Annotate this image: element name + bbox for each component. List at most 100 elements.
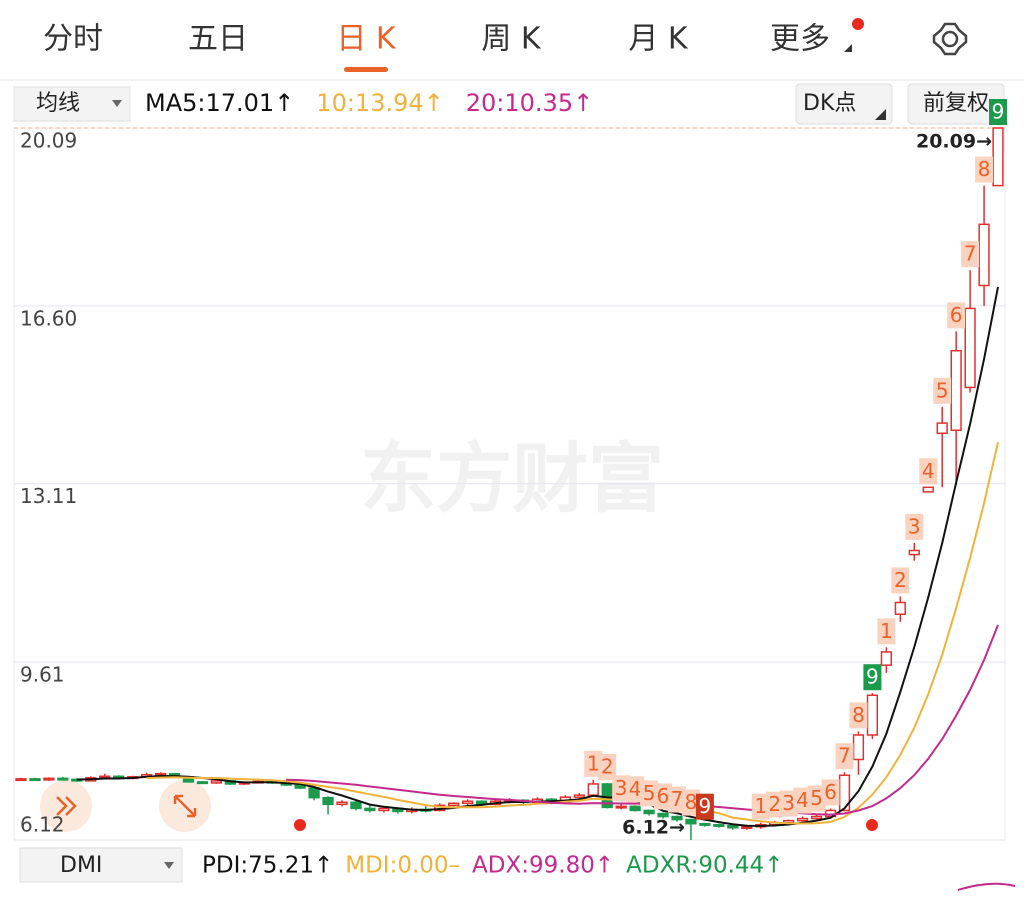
candle-body xyxy=(852,734,865,761)
candle-body xyxy=(378,807,390,812)
candle-body xyxy=(294,784,306,789)
indicator-label: PDI:75.21↑ xyxy=(202,853,333,879)
dk-button-label: DK点 xyxy=(803,91,856,116)
y-tick-label: 20.09 xyxy=(20,129,77,153)
settings-icon[interactable] xyxy=(932,22,968,56)
td-label: 1 xyxy=(587,751,600,775)
ma-label: 20:10.35↑ xyxy=(466,89,593,117)
dk-arrow xyxy=(875,109,886,120)
td-label: 6 xyxy=(824,780,837,804)
candle-body xyxy=(727,824,739,829)
td-label: 3 xyxy=(908,514,921,538)
indicator-label: MDI:0.00– xyxy=(345,853,460,879)
candle-body xyxy=(713,823,725,827)
candle-body xyxy=(448,802,460,807)
td-label-bg xyxy=(695,793,714,820)
candle-body xyxy=(699,822,711,826)
td-label-bg xyxy=(919,458,938,485)
signal-dot xyxy=(866,819,878,831)
tab[interactable]: 更多 xyxy=(770,22,830,57)
ma-line xyxy=(146,441,999,825)
candle-body xyxy=(922,486,934,493)
candle-body xyxy=(964,307,976,389)
td-label-bg xyxy=(640,780,659,807)
y-tick-label: 6.12 xyxy=(20,813,65,837)
td-label-bg xyxy=(905,513,924,540)
tab-underline xyxy=(344,67,388,72)
td-label-bg xyxy=(626,776,645,803)
td-label-bg xyxy=(681,789,700,816)
max-label: 20.09→ xyxy=(916,131,992,153)
td-label: 5 xyxy=(643,781,656,805)
tab[interactable]: 月 K xyxy=(628,22,689,57)
dropdown-arrow xyxy=(164,862,174,869)
td-label-bg xyxy=(877,618,896,645)
tab[interactable]: 日 K xyxy=(336,22,397,57)
td-label: 7 xyxy=(671,787,684,811)
watermark: 东方财富 xyxy=(360,434,664,523)
td-label: 3 xyxy=(782,791,795,815)
expand-button[interactable] xyxy=(40,780,92,832)
candle-body xyxy=(671,815,683,821)
td-label: 2 xyxy=(768,792,781,816)
td-label: 9 xyxy=(866,665,879,689)
td-label-bg xyxy=(933,377,952,404)
td-label: 7 xyxy=(838,744,851,768)
candle-body xyxy=(838,774,851,812)
td-label-bg xyxy=(989,99,1008,125)
td-label-bg xyxy=(891,567,910,594)
td-label-bg xyxy=(751,793,770,820)
indicator-label: ADXR:90.44↑ xyxy=(626,853,783,879)
td-label: 5 xyxy=(936,378,949,402)
candle-body xyxy=(43,777,55,781)
candle-body xyxy=(894,601,906,615)
indicator-select[interactable] xyxy=(19,847,183,883)
y-tick-label: 9.61 xyxy=(20,663,65,687)
indicator-select-label: DMI xyxy=(60,853,102,878)
ma-label: MA5:17.01↑ xyxy=(145,89,294,117)
td-label: 4 xyxy=(922,459,935,483)
candle-body xyxy=(322,796,334,806)
candle-body xyxy=(57,777,69,781)
ma-select[interactable] xyxy=(13,86,131,122)
td-label-bg xyxy=(863,664,882,691)
candle-body xyxy=(29,778,41,782)
candle-body xyxy=(336,801,348,806)
candle-body xyxy=(364,807,376,812)
indicator-label: ADX:99.80↑ xyxy=(472,853,614,879)
badge xyxy=(852,18,864,30)
adjust-button-label: 前复权 xyxy=(923,91,989,116)
td-label-bg xyxy=(765,791,784,818)
candle-body xyxy=(657,812,669,818)
ma-select-label: 均线 xyxy=(36,91,80,116)
more-arrow xyxy=(844,44,852,52)
td-label: 8 xyxy=(852,703,865,727)
indicator-line xyxy=(957,882,1016,891)
tab[interactable]: 分时 xyxy=(43,22,103,57)
tab[interactable]: 五日 xyxy=(188,22,248,57)
td-label-bg xyxy=(821,779,840,806)
td-label-bg xyxy=(807,785,826,812)
td-label: 9 xyxy=(992,100,1005,124)
dk-button[interactable] xyxy=(795,83,893,125)
candle-body xyxy=(461,800,474,805)
candle-body xyxy=(629,805,641,812)
td-label-bg xyxy=(654,783,673,810)
candle-body xyxy=(573,794,585,798)
td-label: 1 xyxy=(754,794,767,818)
tab[interactable]: 周 K xyxy=(481,22,542,57)
fullscreen-button[interactable] xyxy=(159,780,211,832)
td-label: 8 xyxy=(685,790,698,814)
td-label: 4 xyxy=(796,788,809,812)
candle-body xyxy=(908,549,920,556)
candle-body xyxy=(685,818,697,825)
candle-body xyxy=(350,801,362,810)
candle-body xyxy=(601,783,613,809)
td-label: 1 xyxy=(880,619,893,643)
candle-body xyxy=(936,422,948,435)
candle-body xyxy=(196,781,209,785)
td-label-bg xyxy=(947,302,966,329)
ma-label: 10:13.94↑ xyxy=(316,89,443,117)
